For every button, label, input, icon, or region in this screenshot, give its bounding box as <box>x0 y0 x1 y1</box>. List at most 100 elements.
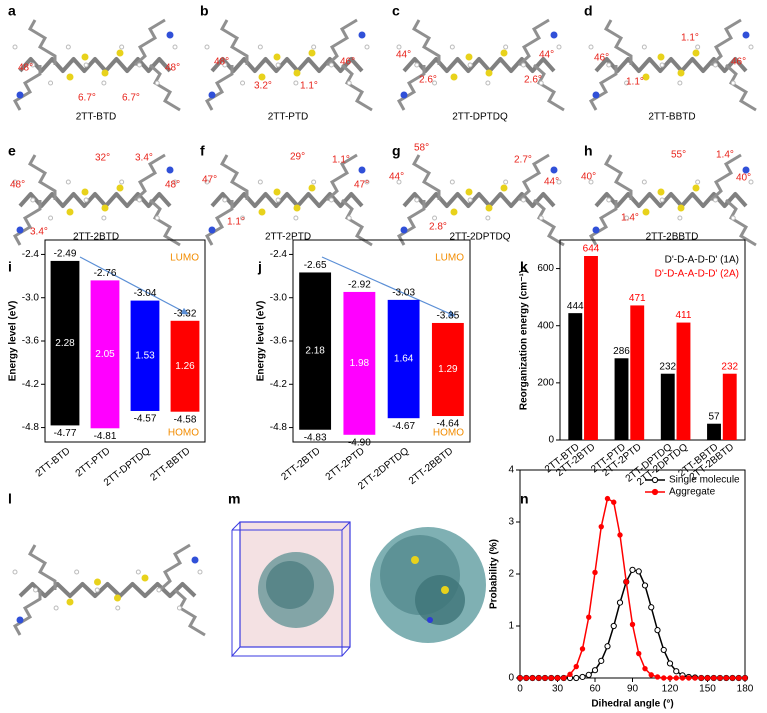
panel-letter: a <box>8 3 16 19</box>
molecule-backbone <box>594 57 748 73</box>
x-tick-label: 120 <box>662 684 679 695</box>
atom <box>66 208 74 216</box>
atom <box>48 215 54 221</box>
dihedral-angle: 48° <box>214 57 229 68</box>
energy-bar <box>299 272 332 430</box>
panel-letter: l <box>8 491 12 507</box>
panel-letter: k <box>520 259 528 275</box>
molecule-chain <box>709 153 742 202</box>
atom <box>414 197 420 203</box>
atom <box>136 62 142 68</box>
atom <box>197 569 203 575</box>
atom <box>659 62 665 68</box>
data-point <box>704 675 711 681</box>
atom <box>293 215 299 221</box>
atom <box>588 44 594 50</box>
value-label: 644 <box>583 244 600 255</box>
atom <box>642 208 650 216</box>
atom <box>83 197 89 203</box>
atom <box>66 73 74 81</box>
y-tick-label: -3.6 <box>22 336 40 347</box>
atom <box>358 31 366 39</box>
gap-label: 1.98 <box>350 358 370 369</box>
dihedral-angle: 40° <box>581 172 596 183</box>
data-point <box>711 675 717 681</box>
molecule-chain <box>27 154 57 200</box>
atom <box>449 179 455 185</box>
atom <box>730 215 736 221</box>
energy-label: -2.76 <box>94 268 117 279</box>
data-point <box>729 675 736 681</box>
atom <box>485 204 493 212</box>
data-point <box>661 675 667 681</box>
atom <box>450 73 458 81</box>
dihedral-angle: 48° <box>165 63 180 74</box>
dihedral-angle: 55° <box>671 150 686 161</box>
atom <box>81 53 89 61</box>
atom <box>258 208 266 216</box>
atom <box>328 62 334 68</box>
trend-arrow <box>79 256 189 315</box>
panel-letter: i <box>8 259 12 275</box>
data-point <box>592 569 598 576</box>
data-point <box>598 523 604 530</box>
atom <box>592 91 600 99</box>
energy-label: -4.64 <box>436 419 459 430</box>
atom <box>364 179 370 185</box>
dihedral-angle: 47° <box>354 180 369 191</box>
structure-name: 2TT-BTD <box>76 112 117 123</box>
gap-label: 2.28 <box>55 338 75 349</box>
atom <box>166 31 174 39</box>
molecule-backbone <box>594 192 748 208</box>
energy-bar <box>343 291 376 435</box>
legend-label: D'-D-A-D-D' (1A) <box>665 255 739 266</box>
molecule-chain <box>133 153 166 202</box>
atom <box>748 44 754 50</box>
atom <box>156 587 162 593</box>
lumo-annotation: LUMO <box>435 253 464 264</box>
atom <box>730 80 736 86</box>
atom <box>204 44 210 50</box>
dihedral-angle: 1.1° <box>681 33 699 44</box>
atom <box>346 215 352 221</box>
dihedral-angle: 3.4° <box>135 153 153 164</box>
atom <box>467 62 473 68</box>
data-point <box>666 660 674 667</box>
energy-label: -2.49 <box>54 249 77 260</box>
y-axis-title: Energy level (eV) <box>256 301 267 382</box>
molecule-chain <box>396 200 426 246</box>
data-point <box>629 566 636 573</box>
molecule-chain <box>133 18 166 67</box>
atom <box>485 69 493 77</box>
atom <box>550 31 558 39</box>
legend-label: D'-D-A-A-D-D' (2A) <box>655 269 739 280</box>
atom <box>101 69 109 77</box>
dihedral-angle: 46° <box>340 57 355 68</box>
atom <box>624 215 630 221</box>
y-tick-label: 600 <box>537 263 554 274</box>
data-point <box>561 675 567 681</box>
energy-bar <box>130 300 160 411</box>
value-label: 444 <box>567 301 584 312</box>
atom <box>364 44 370 50</box>
molecule-chain <box>411 154 441 200</box>
data-point <box>542 675 548 681</box>
gap-label: 2.05 <box>95 349 115 360</box>
atom <box>101 204 109 212</box>
y-tick-label: 200 <box>537 377 554 388</box>
y-tick-label: -4.2 <box>22 379 40 390</box>
energy-bar <box>50 260 80 426</box>
atom <box>396 179 402 185</box>
structure-name: 2TT-2BBTD <box>646 232 699 243</box>
dihedral-angle: 1.1° <box>227 217 245 228</box>
atom <box>119 44 125 50</box>
energy-label: -4.90 <box>348 437 371 448</box>
gap-label: 2.18 <box>305 346 325 357</box>
data-point <box>617 532 623 538</box>
data-point <box>641 582 649 589</box>
atom <box>176 605 182 611</box>
data-point <box>654 674 661 680</box>
data-point <box>598 657 605 664</box>
dihedral-angle: 58° <box>414 143 429 154</box>
data-point <box>635 568 642 575</box>
